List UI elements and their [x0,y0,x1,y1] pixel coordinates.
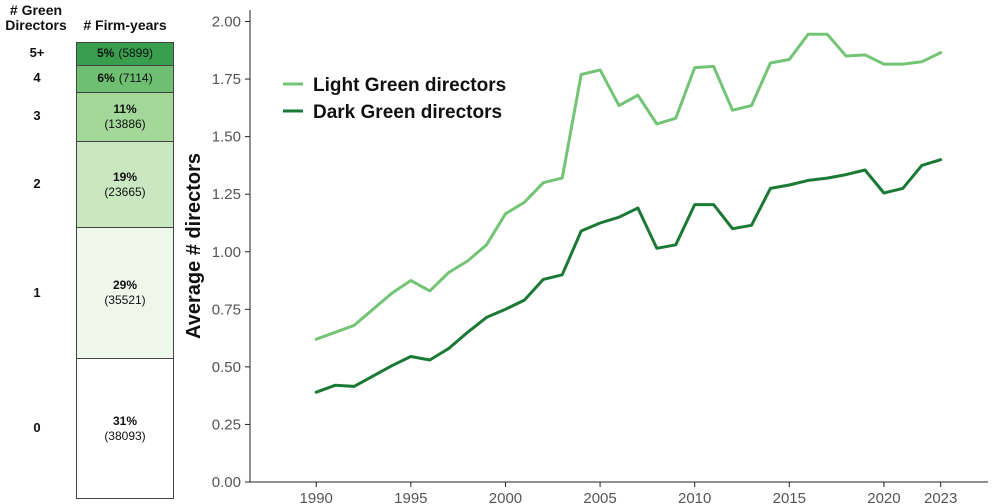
segment-percent: 31% [112,413,138,428]
x-tick-label: 2010 [678,490,711,504]
y-tick-label: 0.75 [212,301,241,318]
segment-count: (13886) [104,116,146,131]
series-line-light-green [314,32,943,341]
x-tick-label: 1990 [300,490,333,504]
segment-count: (38093) [104,428,146,443]
x-tick-label: 2020 [867,490,900,504]
segment-count: (23665) [104,184,146,199]
y-tick-label: 2.00 [212,14,241,31]
firm-years-segment: 31% (38093) [76,358,174,499]
firm-years-segment: 11% (13886) [76,91,174,143]
green-directors-level-label: 5+ [29,45,45,61]
green-directors-level-label: 0 [33,420,41,436]
x-tick-label: 2023 [924,490,957,504]
x-tick-label: 2000 [489,490,522,504]
green-directors-level-label: 2 [33,176,41,192]
green-directors-header: # Green Directors [5,2,67,33]
firm-years-segment: 19% (23665) [76,141,174,229]
segment-count: (5899) [118,46,154,61]
segment-count: (7114) [118,71,153,86]
legend-label-dark-green: Dark Green directors [313,102,502,123]
series-line-dark-green [314,158,943,394]
segment-percent: 5% [96,46,115,61]
green-directors-level-label: 4 [33,70,41,86]
x-tick-label: 2005 [583,490,616,504]
y-axis-label: Average # directors [183,153,205,339]
x-tick-label: 2015 [773,490,806,504]
y-tick-label: 1.50 [212,129,241,146]
y-tick-label: 1.00 [212,244,241,261]
segment-percent: 29% [112,278,138,293]
segment-count: (35521) [104,293,146,308]
y-tick-label: 1.25 [212,186,241,203]
segment-percent: 6% [97,71,115,86]
segment-percent: 11% [113,101,137,116]
segment-percent: 19% [112,169,138,184]
firm-years-segment: 6% (7114) [76,64,174,93]
green-directors-level-label: 3 [33,108,41,124]
firm-years-header: # Firm-years [83,17,167,33]
y-tick-label: 0.00 [212,474,241,491]
x-tick-label: 1995 [394,490,427,504]
y-tick-label: 0.25 [212,416,241,433]
green-directors-level-label: 1 [33,284,41,300]
legend-label-light-green: Light Green directors [313,75,506,96]
y-tick-label: 0.50 [212,359,241,376]
firm-years-segment: 5% (5899) [76,42,174,66]
y-tick-label: 1.75 [212,71,241,88]
